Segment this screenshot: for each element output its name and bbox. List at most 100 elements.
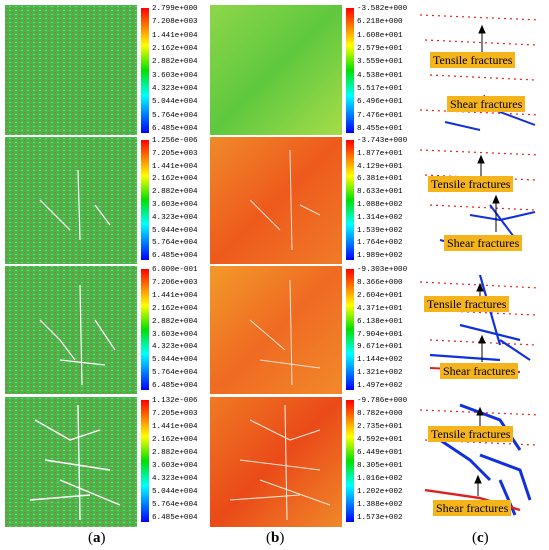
colorbar-a-1-tick: 2.162e+004 [152,45,198,53]
colorbar-a-3-tick: 6.485e+004 [152,382,198,391]
panel-b-2 [210,137,342,264]
colorbar-b-2-tick: -3.743e+000 [357,137,408,145]
colorbar-b-4-tick: 6.449e+001 [357,449,403,458]
colorbar-a-4-tick: 2.162e+004 [152,436,198,445]
colorbar-a-1-tick: 4.323e+004 [152,85,198,93]
colorbar-b-4-tick: 8.305e+001 [357,462,403,471]
colorbar-a-1-tick: 7.208e+003 [152,18,198,27]
colorbar-a-4-tick: 4.323e+004 [152,475,198,484]
colorbar-b-3-tick: 1.144e+002 [357,356,403,365]
colorbar-b-3-tick: 1.321e+002 [357,369,403,378]
caption-a: (a) [88,530,106,546]
colorbar-b-2-tick: 1.989e+002 [357,252,403,261]
colorbar-b-4 [346,400,354,522]
colorbar-b-2-tick: 1.088e+002 [357,201,403,209]
colorbar-b-2 [346,140,354,260]
colorbar-b-1 [346,8,354,133]
colorbar-b-2-tick: 8.633e+001 [357,188,403,197]
shear-label-3: Shear fractures [440,363,519,379]
colorbar-a-3-tick: 6.000e-001 [152,266,198,274]
colorbar-b-2-tick: 4.129e+001 [357,162,403,171]
colorbar-a-4-tick: 1.441e+004 [152,423,198,432]
colorbar-b-4-tick: 8.782e+000 [357,410,403,418]
colorbar-a-2-tick: 7.205e+003 [152,149,198,158]
colorbar-b-4-tick: -9.786e+000 [357,397,408,405]
colorbar-b-1-tick: 5.517e+001 [357,85,403,93]
colorbar-b-3-tick: 9.671e+001 [357,343,403,352]
colorbar-b-2-tick: 1.314e+002 [357,213,403,222]
colorbar-a-1-tick: 2.799e+000 [152,5,198,13]
colorbar-a-3-tick: 2.882e+004 [152,317,198,326]
colorbar-a-2-tick: 6.485e+004 [152,252,198,261]
colorbar-b-3-tick: 2.604e+001 [357,291,403,300]
colorbar-b-1-tick: 8.455e+001 [357,125,403,133]
shear-label-1: Shear fractures [447,96,526,112]
colorbar-b-1-tick: 3.559e+001 [357,58,403,67]
colorbar-a-3-tick: 2.162e+004 [152,304,198,313]
colorbar-b-1-tick: 4.538e+001 [357,71,403,80]
colorbar-a-2-tick: 5.764e+004 [152,239,198,248]
colorbar-b-3-tick: 6.138e+001 [357,317,403,326]
colorbar-a-1-tick: 5.764e+004 [152,111,198,120]
colorbar-b-2-tick: 1.764e+002 [357,239,403,248]
colorbar-a-4-tick: 6.485e+004 [152,514,198,523]
colorbar-b-2-tick: 6.381e+001 [357,175,403,184]
colorbar-a-3-tick: 1.441e+004 [152,291,198,300]
colorbar-a-4-tick: 5.764e+004 [152,501,198,510]
colorbar-a-2-tick: 1.441e+004 [152,162,198,171]
colorbar-b-4-tick: 2.735e+001 [357,423,403,432]
colorbar-b-1-tick: 2.579e+001 [357,45,403,53]
colorbar-a-4-tick: 5.044e+004 [152,488,198,497]
caption-c: (c) [472,530,489,546]
colorbar-a-4-tick: 2.882e+004 [152,449,198,458]
colorbar-a-2-tick: 2.162e+004 [152,175,198,184]
tensile-label-2: Tensile fractures [428,176,514,192]
panel-a-2 [5,137,137,264]
panel-c-1 [417,5,544,135]
panel-a-3 [5,266,137,394]
colorbar-a-4-tick: 3.603e+004 [152,462,198,471]
colorbar-a-1-tick: 1.441e+004 [152,31,198,40]
colorbar-b-4-tick: 4.592e+001 [357,436,403,445]
panel-b-3 [210,266,342,394]
tensile-label-3: Tensile fractures [424,296,510,312]
colorbar-a-4-tick: 1.132e-006 [152,397,198,405]
colorbar-b-3-tick: 1.497e+002 [357,382,403,391]
colorbar-a-2-tick: 3.603e+004 [152,201,198,209]
colorbar-a-1-tick: 3.603e+004 [152,71,198,80]
colorbar-a-3-tick: 7.206e+003 [152,278,198,287]
colorbar-b-3 [346,269,354,390]
colorbar-a-2-tick: 4.323e+004 [152,213,198,222]
colorbar-b-4-tick: 1.016e+002 [357,475,403,484]
colorbar-b-1-tick: 1.608e+001 [357,31,403,40]
panel-a-4 [5,397,137,527]
colorbar-a-3-tick: 5.764e+004 [152,369,198,378]
colorbar-a-4-tick: 7.205e+003 [152,410,198,418]
panel-b-4 [210,397,342,527]
colorbar-a-1-tick: 5.044e+004 [152,98,198,107]
colorbar-b-4-tick: 1.573e+002 [357,514,403,523]
colorbar-a-3-tick: 5.044e+004 [152,356,198,365]
colorbar-a-3-tick: 3.603e+004 [152,330,198,339]
colorbar-b-2-tick: 1.877e+001 [357,149,403,158]
colorbar-b-2-tick: 1.539e+002 [357,226,403,235]
colorbar-a-2-tick: 5.044e+004 [152,226,198,235]
caption-b: (b) [266,530,285,546]
colorbar-a-1-tick: 2.882e+004 [152,58,198,67]
panel-a-1 [5,5,137,135]
colorbar-b-4-tick: 1.388e+002 [357,501,403,510]
colorbar-a-2 [141,140,149,260]
colorbar-a-2-tick: 1.256e-006 [152,137,198,145]
colorbar-a-1 [141,8,149,133]
shear-label-4: Shear fractures [433,500,512,516]
colorbar-a-2-tick: 2.882e+004 [152,188,198,197]
colorbar-b-3-tick: 4.371e+001 [357,304,403,313]
colorbar-b-4-tick: 1.202e+002 [357,488,403,497]
colorbar-b-3-tick: 8.366e+000 [357,278,403,287]
tensile-label-1: Tensile fractures [430,52,516,68]
shear-label-2: Shear fractures [444,235,523,251]
colorbar-b-1-tick: 6.218e+000 [357,18,403,27]
tensile-label-4: Tensile fractures [428,426,514,442]
colorbar-a-3-tick: 4.323e+004 [152,343,198,352]
